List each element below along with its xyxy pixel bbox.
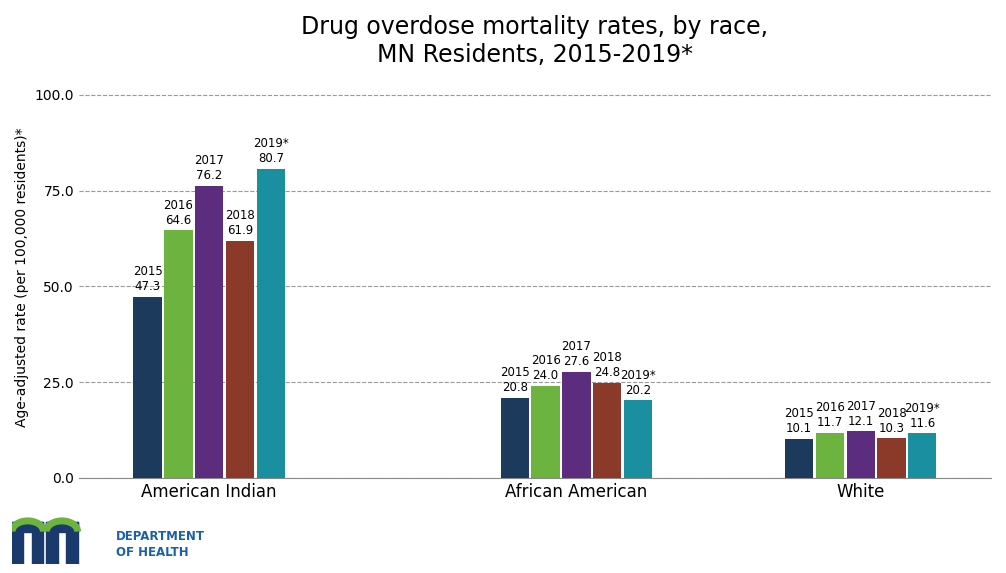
Text: 2019*
11.6: 2019* 11.6	[904, 402, 941, 430]
Text: DEPARTMENT
OF HEALTH: DEPARTMENT OF HEALTH	[116, 529, 204, 559]
Bar	[531, 386, 559, 478]
Text: 2016
24.0: 2016 24.0	[531, 354, 560, 382]
Bar	[624, 401, 652, 478]
Text: 2018
24.8: 2018 24.8	[593, 351, 622, 379]
Text: 2017
76.2: 2017 76.2	[194, 154, 224, 182]
Text: 2015
20.8: 2015 20.8	[500, 366, 530, 394]
Text: 2018
61.9: 2018 61.9	[225, 209, 255, 237]
Text: 2015
10.1: 2015 10.1	[785, 407, 814, 435]
Text: 2019*
20.2: 2019* 20.2	[620, 368, 656, 397]
Bar	[257, 169, 285, 478]
Text: 2016
11.7: 2016 11.7	[815, 401, 845, 429]
Bar	[816, 433, 844, 478]
Bar	[164, 230, 192, 478]
Bar	[12, 522, 23, 564]
Bar	[877, 438, 905, 478]
Bar	[908, 433, 937, 478]
Bar	[594, 383, 622, 478]
Text: 2018
10.3: 2018 10.3	[876, 407, 906, 434]
Bar	[225, 241, 255, 478]
Bar	[501, 398, 529, 478]
Text: 2016
64.6: 2016 64.6	[164, 199, 193, 226]
Bar	[195, 186, 223, 478]
Bar	[134, 297, 162, 478]
Bar	[46, 522, 77, 532]
Bar	[46, 522, 57, 564]
Bar	[32, 522, 43, 564]
Bar	[846, 431, 875, 478]
Bar	[66, 522, 77, 564]
Text: 2015
47.3: 2015 47.3	[133, 265, 163, 293]
Bar	[785, 439, 813, 478]
Bar	[12, 522, 43, 532]
Y-axis label: Age-adjusted rate (per 100,000 residents)*: Age-adjusted rate (per 100,000 residents…	[15, 127, 29, 426]
Title: Drug overdose mortality rates, by race,
MN Residents, 2015-2019*: Drug overdose mortality rates, by race, …	[302, 15, 769, 67]
Text: 2019*
80.7: 2019* 80.7	[253, 137, 289, 165]
Text: 2017
12.1: 2017 12.1	[846, 399, 875, 427]
Bar	[562, 372, 591, 478]
Text: 2017
27.6: 2017 27.6	[561, 340, 592, 368]
